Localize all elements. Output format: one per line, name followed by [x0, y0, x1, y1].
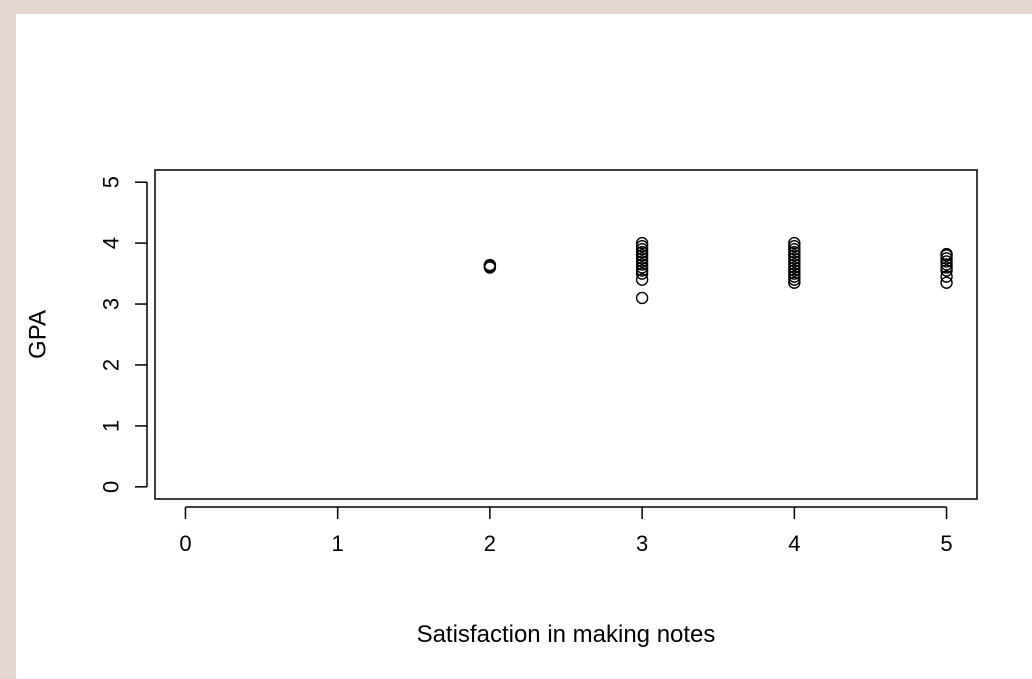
- data-points: [483, 236, 953, 305]
- y-tick-label: 2: [99, 359, 124, 371]
- data-point: [635, 239, 649, 253]
- x-tick-label: 5: [940, 531, 952, 556]
- data-point: [635, 249, 649, 262]
- data-point: [788, 239, 801, 253]
- x-tick-label: 3: [636, 531, 648, 556]
- plot-canvas: 0 1 2 3 4 5 0 1 2 3 4 5 Satisfaction in making not…: [16, 14, 1032, 679]
- data-point: [635, 273, 649, 286]
- data-point: [635, 267, 649, 280]
- x-tick-label: 0: [179, 531, 191, 556]
- data-point: [788, 249, 801, 262]
- data-point: [788, 258, 801, 271]
- data-point: [483, 261, 497, 274]
- data-point: [635, 255, 649, 268]
- data-point: [788, 255, 801, 268]
- y-tick-label: 5: [99, 176, 124, 188]
- data-point: [635, 246, 649, 259]
- y-axis-label: GPA: [25, 310, 52, 359]
- data-point: [635, 236, 649, 250]
- scatter-plot: 0 1 2 3 4 5 0 1 2 3 4 5 Satisfaction in making not…: [25, 169, 978, 648]
- data-point: [788, 261, 801, 274]
- data-point: [788, 246, 801, 259]
- data-point: [788, 270, 801, 283]
- data-point: [788, 273, 801, 286]
- data-point: [940, 252, 953, 265]
- data-point: [788, 236, 801, 250]
- x-tick-label: 2: [484, 531, 496, 556]
- data-point: [635, 243, 649, 256]
- data-point: [940, 270, 953, 283]
- y-axis: 0 1 2 3 4 5: [99, 176, 148, 493]
- plot-frame: [154, 169, 978, 500]
- x-tick-label: 4: [788, 531, 800, 556]
- x-axis-label: Satisfaction in making notes: [417, 621, 716, 648]
- data-point: [940, 261, 953, 274]
- data-point: [788, 243, 801, 256]
- x-axis: 0 1 2 3 4 5: [179, 506, 953, 556]
- data-point: [788, 252, 801, 265]
- data-point: [788, 264, 801, 277]
- data-point: [940, 255, 953, 268]
- data-point: [940, 247, 953, 261]
- y-tick-label: 3: [99, 298, 124, 310]
- data-point: [940, 264, 953, 277]
- x-tick-label: 1: [332, 531, 344, 556]
- data-point: [635, 258, 649, 271]
- data-point: [788, 267, 801, 280]
- data-point: [635, 291, 649, 305]
- data-point: [635, 264, 649, 277]
- data-point: [788, 276, 801, 289]
- data-point: [635, 252, 649, 265]
- y-tick-label: 1: [99, 420, 124, 432]
- data-point: [940, 276, 953, 289]
- y-tick-label: 0: [99, 481, 124, 493]
- data-point: [635, 261, 649, 274]
- y-tick-label: 4: [99, 237, 124, 249]
